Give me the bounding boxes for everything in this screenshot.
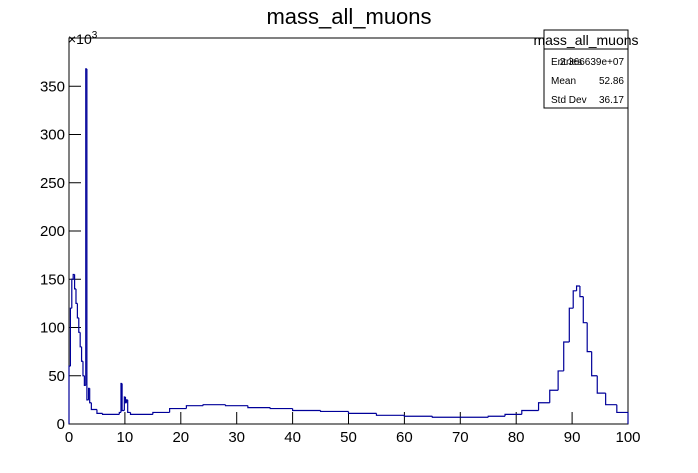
histogram-bin — [169, 407, 187, 413]
histogram-bin — [202, 404, 226, 406]
histogram-bin — [118, 411, 121, 415]
histogram-bin — [596, 375, 606, 394]
x-tick-label: 20 — [172, 429, 189, 446]
histogram-bin — [86, 68, 89, 401]
x-tick-label: 30 — [228, 429, 245, 446]
histogram-bin — [224, 404, 248, 407]
histogram-bin — [79, 332, 82, 348]
histogram-bin — [487, 415, 506, 418]
stats-value: 36.17 — [599, 95, 624, 106]
x-tick-label: 70 — [452, 429, 469, 446]
histogram-bin — [78, 317, 81, 333]
x-tick-label: 10 — [117, 429, 134, 446]
y-tick-label: 250 — [40, 175, 65, 192]
histogram-bin — [127, 399, 131, 414]
x-tick-label: 100 — [615, 429, 640, 446]
histogram-bin — [537, 402, 550, 411]
y-tick-label: 50 — [48, 368, 65, 385]
histogram-bin — [521, 409, 539, 415]
x-tick-label: 50 — [340, 429, 357, 446]
stats-value: 52.86 — [599, 76, 624, 87]
histogram-bin — [96, 409, 103, 414]
histogram-bin — [605, 393, 617, 406]
histogram-bin — [375, 413, 405, 416]
histogram-bin — [73, 274, 76, 290]
histogram-bin — [68, 365, 71, 424]
histogram-bin — [572, 290, 577, 309]
histogram-bin — [616, 404, 629, 424]
histogram-bin — [82, 361, 85, 377]
histogram-bin — [549, 389, 559, 403]
histogram-bin — [185, 405, 204, 409]
x-tick-label: 40 — [284, 429, 301, 446]
histogram-bin — [582, 296, 588, 324]
histogram-bin — [586, 322, 592, 353]
x-tick-label: 60 — [396, 429, 413, 446]
y-multiplier-base: ×10 — [68, 31, 92, 47]
stats-title: mass_all_muons — [533, 32, 638, 48]
histogram-bin — [557, 370, 564, 391]
histogram-bin — [431, 416, 461, 418]
y-tick-label: 150 — [40, 271, 65, 288]
histogram-bin — [269, 407, 293, 410]
y-tick-label: 350 — [40, 78, 65, 95]
histogram-bin — [563, 341, 570, 371]
stats-label: Std Dev — [551, 95, 587, 106]
stats-label: Entries — [551, 57, 582, 68]
x-tick-label: 80 — [508, 429, 525, 446]
histogram-bin — [575, 285, 580, 291]
y-multiplier-exponent: 3 — [92, 30, 98, 41]
histogram-bin — [591, 351, 598, 377]
histogram-bin — [90, 402, 97, 411]
stats-value: 2.366639e+07 — [560, 57, 625, 68]
histogram-bin — [579, 286, 584, 298]
stats-label: Mean — [551, 76, 576, 87]
histogram-bin — [71, 278, 74, 309]
histogram-bin — [76, 303, 79, 319]
histogram-bin — [69, 307, 72, 367]
histogram-bin — [568, 307, 574, 342]
histogram-bin — [504, 413, 522, 417]
y-multiplier: ×103 — [68, 30, 98, 47]
chart-title: mass_all_muons — [266, 4, 431, 29]
histogram-bin — [403, 415, 433, 417]
stats-box: mass_all_muons Entries 2.366639e+07 Mean… — [533, 29, 639, 109]
stats-frame — [543, 29, 629, 109]
histogram-bin — [121, 383, 125, 412]
y-tick-label: 0 — [57, 416, 65, 433]
x-tick-label: 0 — [65, 429, 73, 446]
y-tick-label: 300 — [40, 127, 65, 144]
histogram-bin — [347, 411, 377, 414]
histogram-bin — [292, 408, 321, 412]
x-tick-label: 90 — [564, 429, 581, 446]
histogram-bin — [319, 410, 349, 413]
y-tick-label: 100 — [40, 320, 65, 337]
histogram-bin — [152, 411, 170, 415]
histogram-bin — [247, 405, 271, 409]
histogram-bin — [89, 388, 92, 404]
histogram-bin — [80, 346, 83, 362]
histogram-bin — [75, 288, 78, 304]
histogram-bin — [101, 413, 120, 415]
y-tick-label: 200 — [40, 223, 65, 240]
histogram-bin — [129, 412, 153, 415]
